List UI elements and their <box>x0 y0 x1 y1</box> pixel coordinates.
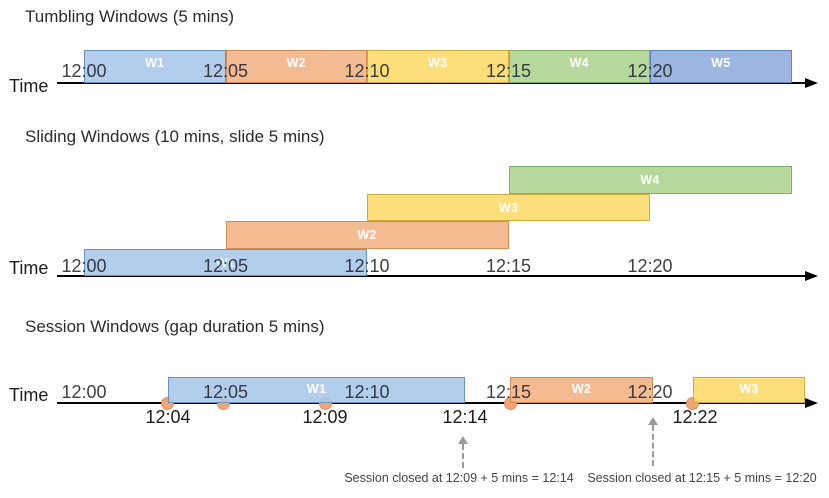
time-axis-label-sliding: Time <box>9 258 49 278</box>
window-w3: W3 <box>367 193 650 222</box>
axis-tick-label: 12:05 <box>202 61 249 81</box>
window-label: W1 <box>306 382 327 396</box>
axis-arrowhead-icon <box>805 271 818 281</box>
time-axis-label-tumbling: Time <box>9 76 49 96</box>
axis-tick-label: 12:10 <box>344 61 390 81</box>
window-label: W2 <box>357 228 377 243</box>
window-w5: W5 <box>650 50 792 83</box>
window-label: W2 <box>286 56 306 70</box>
time-axis-line <box>57 402 807 404</box>
axis-tick-label: 12:00 <box>61 256 107 276</box>
axis-tick-label: 12:10 <box>344 256 390 276</box>
event-time-label: 12:22 <box>672 407 718 427</box>
axis-tick-label: 12:15 <box>485 61 532 81</box>
window-label: W4 <box>569 56 589 70</box>
window-label: W3 <box>428 56 448 70</box>
window-label: W1 <box>145 56 165 70</box>
annotation-text: Session closed at 12:15 + 5 mins = 12:20 <box>587 471 817 485</box>
axis-arrowhead-icon <box>805 78 818 88</box>
axis-tick-label: 12:20 <box>627 61 673 81</box>
annotation-arrow-icon <box>458 436 468 468</box>
section-title-tumbling: Tumbling Windows (5 mins) <box>25 7 235 26</box>
axis-arrowhead-icon <box>805 398 818 408</box>
window-w1: W1 <box>84 50 226 83</box>
window-w4: W4 <box>508 166 792 194</box>
axis-tick-label: 12:20 <box>627 256 673 276</box>
window-w2: W2 <box>225 221 509 249</box>
window-label: W1 <box>215 255 236 270</box>
window-label: W3 <box>498 200 519 215</box>
axis-tick-label: 12:05 <box>202 256 249 276</box>
event-time-label: 12:04 <box>145 407 191 427</box>
window-label: W2 <box>571 382 592 396</box>
window-w1: W1 <box>168 377 465 403</box>
window-w3: W3 <box>693 377 805 403</box>
window-label: W3 <box>739 382 759 396</box>
axis-tick-label: 12:05 <box>202 382 249 402</box>
window-w1: W1 <box>84 248 367 276</box>
axis-tick-label: 12:00 <box>61 61 107 81</box>
annotation-arrow-icon <box>648 417 658 466</box>
event-time-label: 12:09 <box>302 407 348 427</box>
time-axis-line <box>57 82 807 84</box>
event-time-label: 12:14 <box>442 407 488 427</box>
window-label: W5 <box>711 56 731 70</box>
window-w2: W2 <box>510 377 653 403</box>
section-title-session: Session Windows (gap duration 5 mins) <box>25 317 325 336</box>
window-w4: W4 <box>508 50 650 83</box>
time-axis-label-session: Time <box>9 385 49 405</box>
axis-tick-label: 12:10 <box>344 382 390 402</box>
annotation-text: Session closed at 12:09 + 5 mins = 12:14 <box>344 471 574 485</box>
time-axis-line <box>57 275 807 277</box>
window-label: W4 <box>640 173 660 188</box>
axis-tick-label: 12:20 <box>627 382 673 402</box>
axis-tick-label: 12:00 <box>61 382 107 402</box>
window-w3: W3 <box>367 50 509 83</box>
axis-tick-label: 12:15 <box>485 256 532 276</box>
section-title-sliding: Sliding Windows (10 mins, slide 5 mins) <box>25 127 325 146</box>
window-w2: W2 <box>225 50 367 83</box>
axis-tick-label: 12:15 <box>485 382 532 402</box>
